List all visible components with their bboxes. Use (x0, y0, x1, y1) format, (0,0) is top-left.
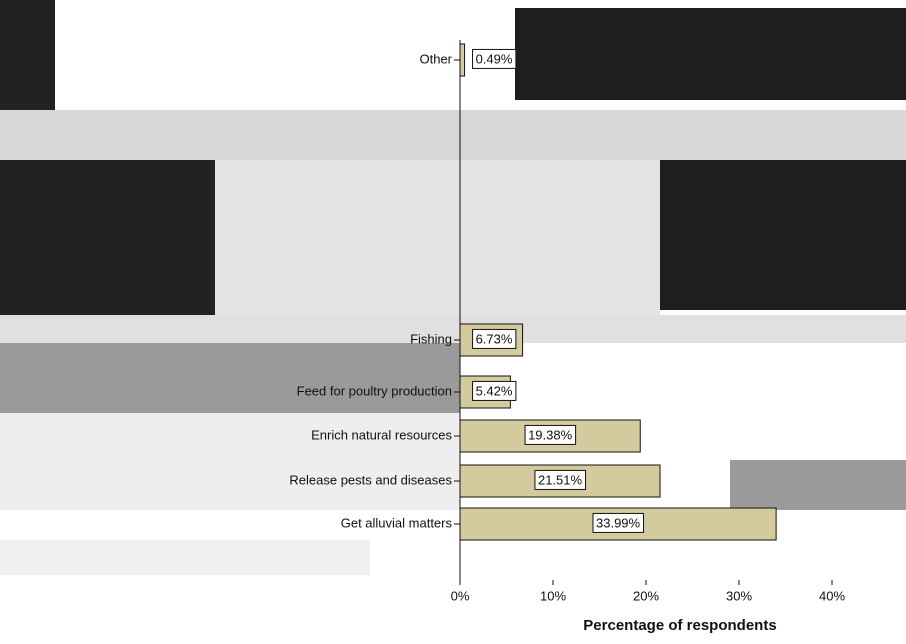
panel (0, 110, 906, 160)
value-label: 5.42% (476, 383, 513, 398)
value-label-box (472, 48, 517, 69)
value-label-box (472, 380, 517, 401)
category-label: Enrich natural resources (311, 427, 452, 442)
category-label: Fishing (410, 331, 452, 346)
x-tick-label: 0% (451, 588, 470, 603)
panel (0, 0, 55, 110)
panel (730, 460, 906, 510)
value-label: 0.49% (476, 51, 513, 66)
x-tick-label: 10% (540, 588, 566, 603)
category-label: Other (419, 51, 452, 66)
value-label-box (592, 512, 645, 533)
panel (515, 8, 906, 100)
panel (215, 160, 660, 340)
category-label: Get alluvial matters (341, 515, 453, 530)
panel (0, 343, 460, 413)
panel (0, 160, 215, 315)
bar (459, 43, 466, 77)
panel (0, 413, 460, 510)
x-tick-label: 30% (726, 588, 752, 603)
panel (660, 160, 906, 310)
x-tick-label: 40% (819, 588, 845, 603)
category-label: Release pests and diseases (289, 472, 452, 487)
x-tick-label: 20% (633, 588, 659, 603)
value-label: 19.38% (528, 427, 573, 442)
panel (0, 315, 906, 343)
value-label: 21.51% (538, 472, 583, 487)
value-label-box (524, 424, 577, 445)
category-label: Feed for poultry production (297, 383, 452, 398)
panel (0, 540, 370, 575)
value-label: 6.73% (476, 331, 513, 346)
value-label: 33.99% (596, 515, 641, 530)
value-label-box (534, 469, 587, 490)
x-axis-title: Percentage of respondents (583, 617, 776, 634)
value-label-box (472, 328, 517, 349)
